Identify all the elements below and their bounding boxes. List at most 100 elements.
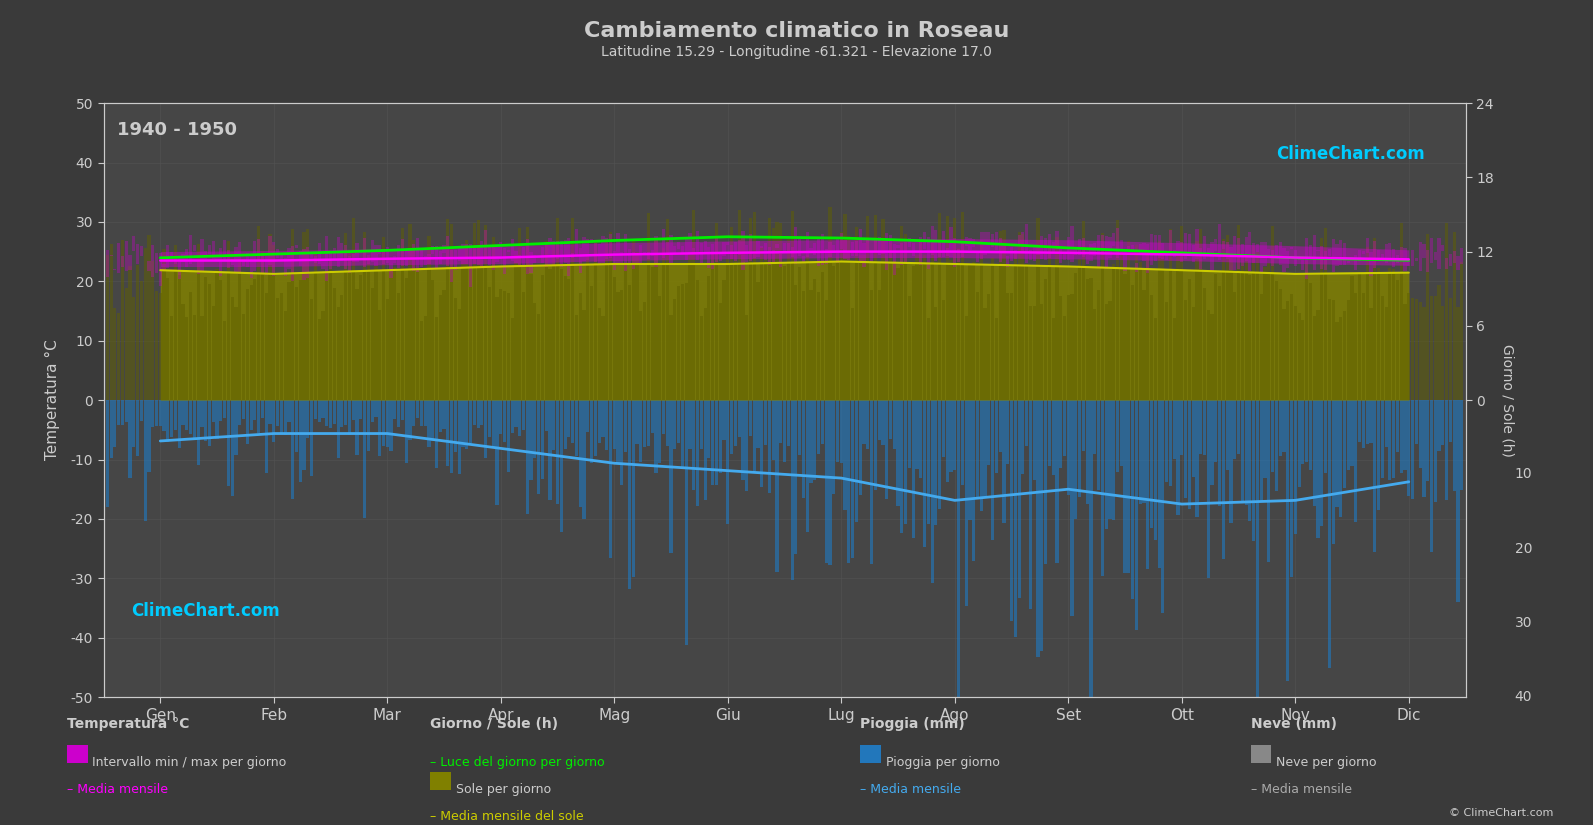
Bar bbox=[658, 295, 661, 400]
Bar bbox=[352, 400, 355, 421]
Bar bbox=[1082, 220, 1085, 400]
Bar bbox=[1384, 307, 1388, 400]
Bar bbox=[1195, 229, 1198, 259]
Bar bbox=[523, 248, 526, 266]
Bar bbox=[1090, 400, 1093, 733]
Bar bbox=[344, 245, 347, 269]
Bar bbox=[269, 400, 271, 424]
Bar bbox=[900, 226, 903, 400]
Bar bbox=[639, 400, 642, 462]
Bar bbox=[1158, 400, 1161, 568]
Bar bbox=[1305, 262, 1308, 400]
Bar bbox=[352, 254, 355, 262]
Bar bbox=[1321, 238, 1324, 400]
Bar bbox=[578, 293, 581, 400]
Bar bbox=[1214, 274, 1217, 400]
Bar bbox=[889, 234, 892, 258]
Bar bbox=[685, 283, 688, 400]
Bar bbox=[798, 266, 801, 400]
Bar bbox=[386, 400, 389, 447]
Bar bbox=[287, 248, 290, 269]
Bar bbox=[836, 400, 840, 462]
Bar bbox=[757, 400, 760, 448]
Bar bbox=[193, 315, 196, 400]
Bar bbox=[424, 256, 427, 265]
Bar bbox=[537, 257, 540, 258]
Bar bbox=[1419, 302, 1421, 400]
Text: Intervallo min / max per giorno: Intervallo min / max per giorno bbox=[92, 756, 287, 769]
Bar bbox=[597, 243, 601, 265]
Bar bbox=[476, 248, 479, 265]
Bar bbox=[624, 233, 628, 271]
Bar bbox=[148, 235, 150, 400]
Bar bbox=[209, 285, 210, 400]
Bar bbox=[908, 296, 911, 400]
Bar bbox=[556, 241, 559, 258]
Bar bbox=[507, 294, 510, 400]
Bar bbox=[1010, 294, 1013, 400]
Bar bbox=[892, 261, 895, 400]
Bar bbox=[586, 238, 589, 260]
Bar bbox=[242, 400, 245, 419]
Bar bbox=[840, 400, 843, 463]
Bar bbox=[1056, 231, 1058, 249]
Bar bbox=[1434, 296, 1437, 400]
Bar bbox=[526, 239, 529, 274]
Bar bbox=[749, 218, 752, 400]
Bar bbox=[1359, 275, 1360, 400]
Text: – Media mensile: – Media mensile bbox=[860, 783, 961, 796]
Bar bbox=[957, 248, 961, 262]
Bar bbox=[397, 400, 400, 427]
Bar bbox=[311, 253, 314, 257]
Bar bbox=[408, 224, 411, 400]
Bar bbox=[870, 290, 873, 400]
Bar bbox=[669, 314, 672, 400]
Bar bbox=[209, 400, 210, 446]
Bar bbox=[1456, 256, 1459, 270]
Bar bbox=[1161, 251, 1164, 400]
Bar bbox=[311, 299, 314, 400]
Bar bbox=[261, 251, 264, 400]
Bar bbox=[938, 400, 941, 509]
Bar bbox=[1074, 248, 1077, 255]
Bar bbox=[905, 234, 906, 400]
Bar bbox=[435, 400, 438, 468]
Bar bbox=[424, 400, 427, 426]
Text: 10: 10 bbox=[1515, 468, 1532, 481]
Bar bbox=[378, 245, 381, 253]
Bar bbox=[1128, 400, 1131, 573]
Bar bbox=[624, 400, 628, 451]
Bar bbox=[242, 314, 245, 400]
Bar bbox=[435, 247, 438, 269]
Bar bbox=[542, 275, 543, 400]
Bar bbox=[1376, 400, 1380, 511]
Bar bbox=[809, 290, 812, 400]
Text: – Media mensile: – Media mensile bbox=[67, 783, 167, 796]
Bar bbox=[1445, 400, 1448, 500]
Bar bbox=[855, 241, 859, 256]
Bar bbox=[946, 248, 949, 256]
Bar bbox=[946, 400, 949, 483]
Bar bbox=[1021, 234, 1024, 400]
Bar bbox=[790, 210, 793, 400]
Bar bbox=[779, 224, 782, 400]
Bar bbox=[1233, 292, 1236, 400]
Bar bbox=[575, 400, 578, 456]
Bar bbox=[935, 307, 937, 400]
Bar bbox=[526, 400, 529, 514]
Bar bbox=[118, 313, 119, 400]
Bar bbox=[897, 400, 900, 506]
Bar bbox=[1043, 238, 1047, 260]
Bar bbox=[330, 261, 331, 400]
Text: Neve (mm): Neve (mm) bbox=[1251, 717, 1337, 731]
Bar bbox=[1437, 285, 1440, 400]
Bar bbox=[322, 311, 325, 400]
Bar bbox=[1211, 242, 1214, 272]
Bar bbox=[983, 308, 986, 400]
Bar bbox=[1362, 251, 1365, 253]
Text: ClimeChart.com: ClimeChart.com bbox=[131, 602, 279, 620]
Bar bbox=[1214, 238, 1217, 251]
Bar bbox=[1407, 400, 1410, 496]
Bar bbox=[408, 248, 411, 260]
Bar bbox=[564, 239, 567, 263]
